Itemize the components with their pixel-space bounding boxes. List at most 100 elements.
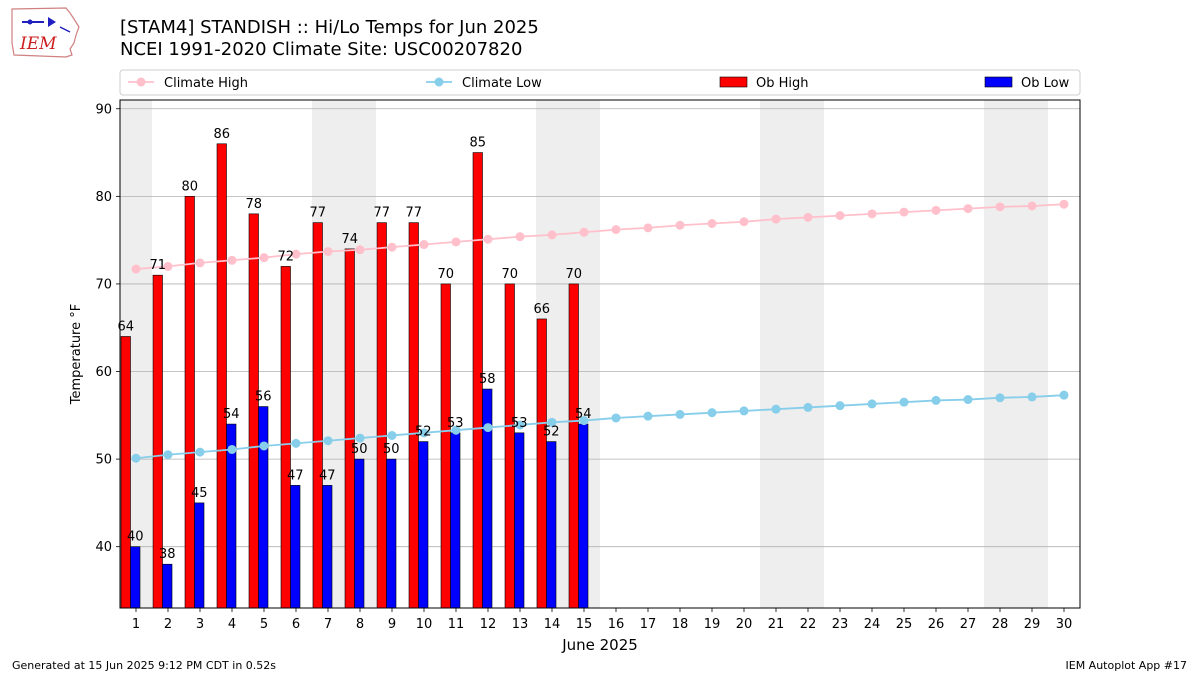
x-tick-label: 11 — [448, 617, 465, 632]
climate-high-point — [291, 249, 301, 259]
climate-low-point — [515, 420, 525, 430]
x-tick-label: 6 — [292, 617, 300, 632]
ob-low-bar — [386, 458, 397, 609]
legend-ob-low-swatch — [984, 76, 1013, 88]
climate-low-point — [707, 408, 717, 418]
weekend-band — [984, 100, 1016, 608]
climate-low-point — [867, 399, 877, 409]
legend-climate-low-label: Climate Low — [462, 76, 542, 91]
ob-low-label: 53 — [511, 416, 528, 431]
climate-high-point — [579, 227, 589, 237]
legend: Climate High Climate Low Ob High Ob Low — [119, 69, 1081, 96]
x-tick-label: 12 — [480, 617, 497, 632]
x-tick-label: 13 — [512, 617, 529, 632]
ob-low-bar — [514, 432, 525, 609]
climate-high-point — [835, 211, 845, 221]
weekend-band — [792, 100, 824, 608]
x-tick-label: 26 — [928, 617, 945, 632]
ob-low-label: 45 — [191, 486, 208, 501]
x-tick-label: 14 — [544, 617, 561, 632]
climate-low-point — [547, 417, 557, 427]
ob-low-label: 47 — [287, 468, 304, 483]
ob-low-bar — [322, 485, 333, 609]
observed-bars — [120, 143, 589, 609]
climate-low-point — [803, 402, 813, 412]
climate-low-point — [899, 397, 909, 407]
generated-note: Generated at 15 Jun 2025 9:12 PM CDT in … — [12, 659, 277, 672]
climate-high-point — [163, 261, 173, 271]
ob-high-label: 70 — [565, 267, 582, 282]
y-tick-label: 70 — [95, 277, 112, 292]
ob-high-bar — [280, 266, 291, 609]
weekend-band — [1016, 100, 1048, 608]
ob-low-label: 50 — [383, 442, 400, 457]
ob-high-label: 80 — [181, 179, 198, 194]
chart-subtitle: NCEI 1991-2020 Climate Site: USC00207820 — [120, 39, 523, 60]
ob-high-label: 70 — [501, 267, 518, 282]
climate-low-point — [227, 444, 237, 454]
climate-lines — [131, 199, 1069, 463]
climate-low-point — [675, 409, 685, 419]
climate-low-point — [387, 430, 397, 440]
ob-low-label: 58 — [479, 372, 496, 387]
x-tick-label: 20 — [736, 617, 753, 632]
ob-high-label: 85 — [469, 136, 486, 151]
weekend-bands — [120, 100, 1048, 608]
climate-low-point — [291, 438, 301, 448]
climate-high-point — [323, 247, 333, 257]
ob-low-label: 38 — [159, 547, 176, 562]
x-tick-label: 28 — [992, 617, 1009, 632]
ob-high-label: 77 — [405, 206, 422, 221]
gridlines — [120, 108, 1080, 548]
ob-low-bar — [546, 441, 557, 609]
ob-high-bar — [248, 213, 259, 609]
ob-low-label: 54 — [575, 407, 592, 422]
climate-low-point — [739, 406, 749, 416]
ob-high-bar — [440, 283, 451, 609]
climate-low-point — [419, 428, 429, 438]
x-tick-label: 23 — [832, 617, 849, 632]
iem-logo: IEM — [11, 7, 80, 58]
x-tick-label: 17 — [640, 617, 657, 632]
ob-high-label: 86 — [213, 127, 230, 142]
x-tick-label: 30 — [1056, 617, 1073, 632]
ob-low-bar — [194, 502, 205, 609]
ob-high-label: 78 — [245, 197, 262, 212]
climate-high-line — [135, 203, 1065, 270]
ob-high-bar — [536, 318, 547, 609]
logo-text: IEM — [19, 34, 57, 54]
climate-low-point — [259, 441, 269, 451]
ob-high-label: 64 — [117, 319, 134, 334]
climate-low-point — [963, 395, 973, 405]
ob-low-label: 50 — [351, 442, 368, 457]
climate-high-point — [675, 220, 685, 230]
ob-high-bar — [408, 222, 419, 609]
climate-low-point — [995, 393, 1005, 403]
x-tick-label: 25 — [896, 617, 913, 632]
climate-low-point — [1027, 392, 1037, 402]
climate-high-point — [739, 217, 749, 227]
climate-low-point — [579, 416, 589, 426]
ob-low-bar — [290, 485, 301, 609]
x-tick-label: 2 — [164, 617, 172, 632]
legend-ob-high-swatch — [719, 76, 748, 88]
x-tick-label: 3 — [196, 617, 204, 632]
x-tick-label: 21 — [768, 617, 785, 632]
x-tick-label: 19 — [704, 617, 721, 632]
climate-high-point — [355, 245, 365, 255]
ob-low-bar — [418, 441, 429, 609]
climate-high-point — [131, 264, 141, 274]
climate-low-point — [131, 453, 141, 463]
legend-climate-low-marker — [434, 77, 444, 87]
bar-value-labels: 64 71 80 86 78 72 77 74 77 77 70 85 70 66 70 40 38 45 54 56… — [117, 127, 591, 562]
ob-low-bar — [162, 563, 173, 609]
x-tick-label: 27 — [960, 617, 977, 632]
climate-low-point — [835, 401, 845, 411]
climate-high-point — [995, 202, 1005, 212]
ob-low-bar — [482, 388, 493, 609]
legend-climate-high-marker — [136, 77, 146, 87]
ob-high-label: 72 — [277, 249, 294, 264]
ob-low-bar — [450, 432, 461, 609]
climate-high-point — [483, 234, 493, 244]
x-tick-label: 9 — [388, 617, 396, 632]
